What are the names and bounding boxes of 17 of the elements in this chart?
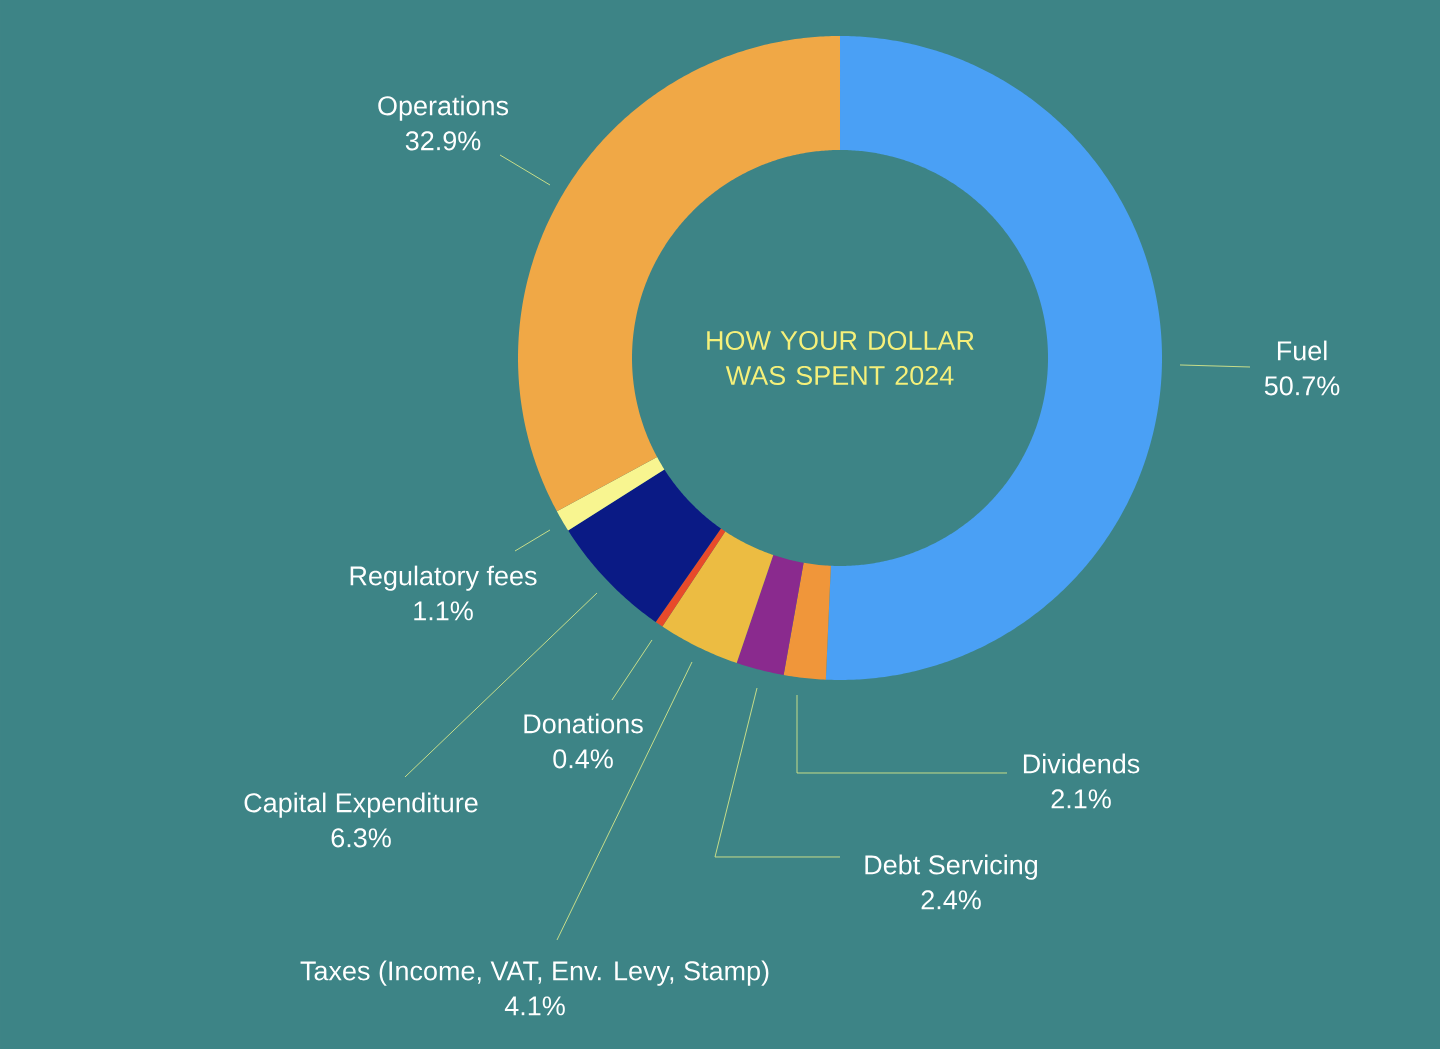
slice-label: Operations (378, 95, 509, 121)
slice-label: Taxes (Income, VAT, Env. Levy, Stamp) (300, 960, 769, 986)
data-label: 0.4% (553, 749, 613, 769)
data-label: 32.9% (405, 131, 481, 151)
slice-label: Dividends (1023, 753, 1140, 774)
slice-label: Fuel (1277, 340, 1327, 361)
text: HOW YOUR DOLLAR WAS SPENT 2024 (707, 330, 974, 386)
data-label: 50.7% (1264, 376, 1340, 396)
data-label: 2.1% (1051, 789, 1111, 809)
data-label: 6.3% (331, 828, 391, 848)
slice-label: Capital Expenditure (244, 792, 478, 818)
slice-label: Debt Servicing (865, 854, 1038, 880)
slice-label: Donations (524, 713, 643, 734)
slice-label: Regulatory fees (350, 565, 537, 591)
data-label: 2.4% (921, 890, 981, 910)
data-label: 4.1% (504, 996, 565, 1016)
data-label: 1.1% (414, 601, 473, 621)
